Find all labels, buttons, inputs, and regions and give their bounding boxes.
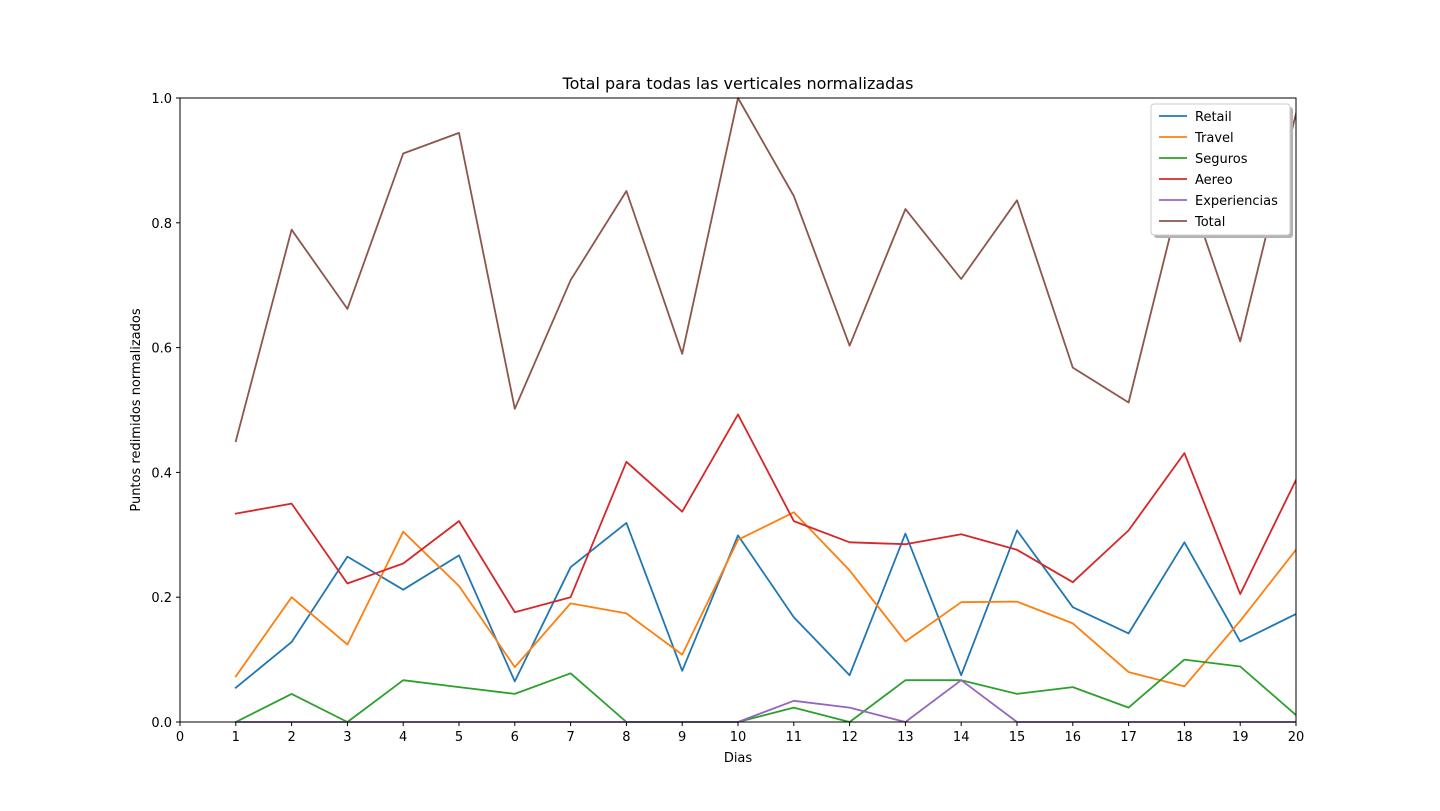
legend-label: Retail — [1195, 110, 1232, 125]
series-line-seguros — [234, 658, 1296, 723]
x-tick-label: 13 — [897, 730, 914, 745]
legend: Retail Travel Seguros Aereo Experiencias Tota… — [1150, 103, 1293, 238]
x-tick-label: 5 — [455, 730, 463, 745]
x-tick-label: 16 — [1065, 730, 1082, 745]
series-line-retail — [234, 522, 1296, 689]
x-tick-label: 8 — [622, 730, 630, 745]
x-tick-label: 0 — [176, 730, 184, 745]
legend-label: Experiencias — [1195, 194, 1278, 209]
legend-label: Total — [1194, 215, 1225, 230]
x-tick-label: 7 — [566, 730, 574, 745]
y-tick-label: 0.4 — [151, 466, 172, 481]
x-tick-label: 10 — [730, 730, 747, 745]
y-tick-label: 0.2 — [151, 591, 172, 606]
x-tick-label: 2 — [287, 730, 295, 745]
y-tick-label: 1.0 — [151, 92, 172, 107]
x-tick-label: 14 — [953, 730, 970, 745]
y-axis: 0.0 0.2 0.4 0.6 0.8 1.0 — [151, 92, 180, 731]
x-tick-label: 12 — [841, 730, 858, 745]
series-line-total — [234, 97, 1296, 443]
series-line-travel — [234, 511, 1296, 688]
plot-frame — [179, 97, 1297, 723]
x-tick-label: 9 — [678, 730, 686, 745]
legend-label: Aereo — [1195, 173, 1233, 188]
x-tick-label: 20 — [1288, 730, 1305, 745]
x-tick-label: 17 — [1120, 730, 1137, 745]
x-tick-label: 11 — [786, 730, 803, 745]
x-tick-label: 6 — [511, 730, 519, 745]
y-tick-label: 0.0 — [151, 716, 172, 731]
y-tick-label: 0.6 — [151, 342, 172, 357]
plot-lines — [234, 97, 1296, 723]
x-tick-label: 19 — [1232, 730, 1249, 745]
x-tick-label: 18 — [1176, 730, 1193, 745]
x-tick-label: 1 — [232, 730, 240, 745]
x-tick-label: 3 — [343, 730, 351, 745]
legend-label: Travel — [1194, 131, 1234, 146]
x-axis: 0 1 2 3 4 5 6 7 8 9 10 11 12 13 14 15 16 17 18 19 20 — [176, 722, 1304, 745]
x-tick-label: 15 — [1009, 730, 1026, 745]
x-tick-label: 4 — [399, 730, 407, 745]
x-axis-label: Dias — [724, 751, 753, 766]
chart-title: Total para todas las verticales normaliz… — [562, 74, 914, 93]
legend-label: Seguros — [1195, 152, 1248, 167]
y-axis-label: Puntos redimidos normalizados — [129, 308, 144, 512]
series-line-aereo — [234, 413, 1296, 614]
y-tick-label: 0.8 — [151, 217, 172, 232]
